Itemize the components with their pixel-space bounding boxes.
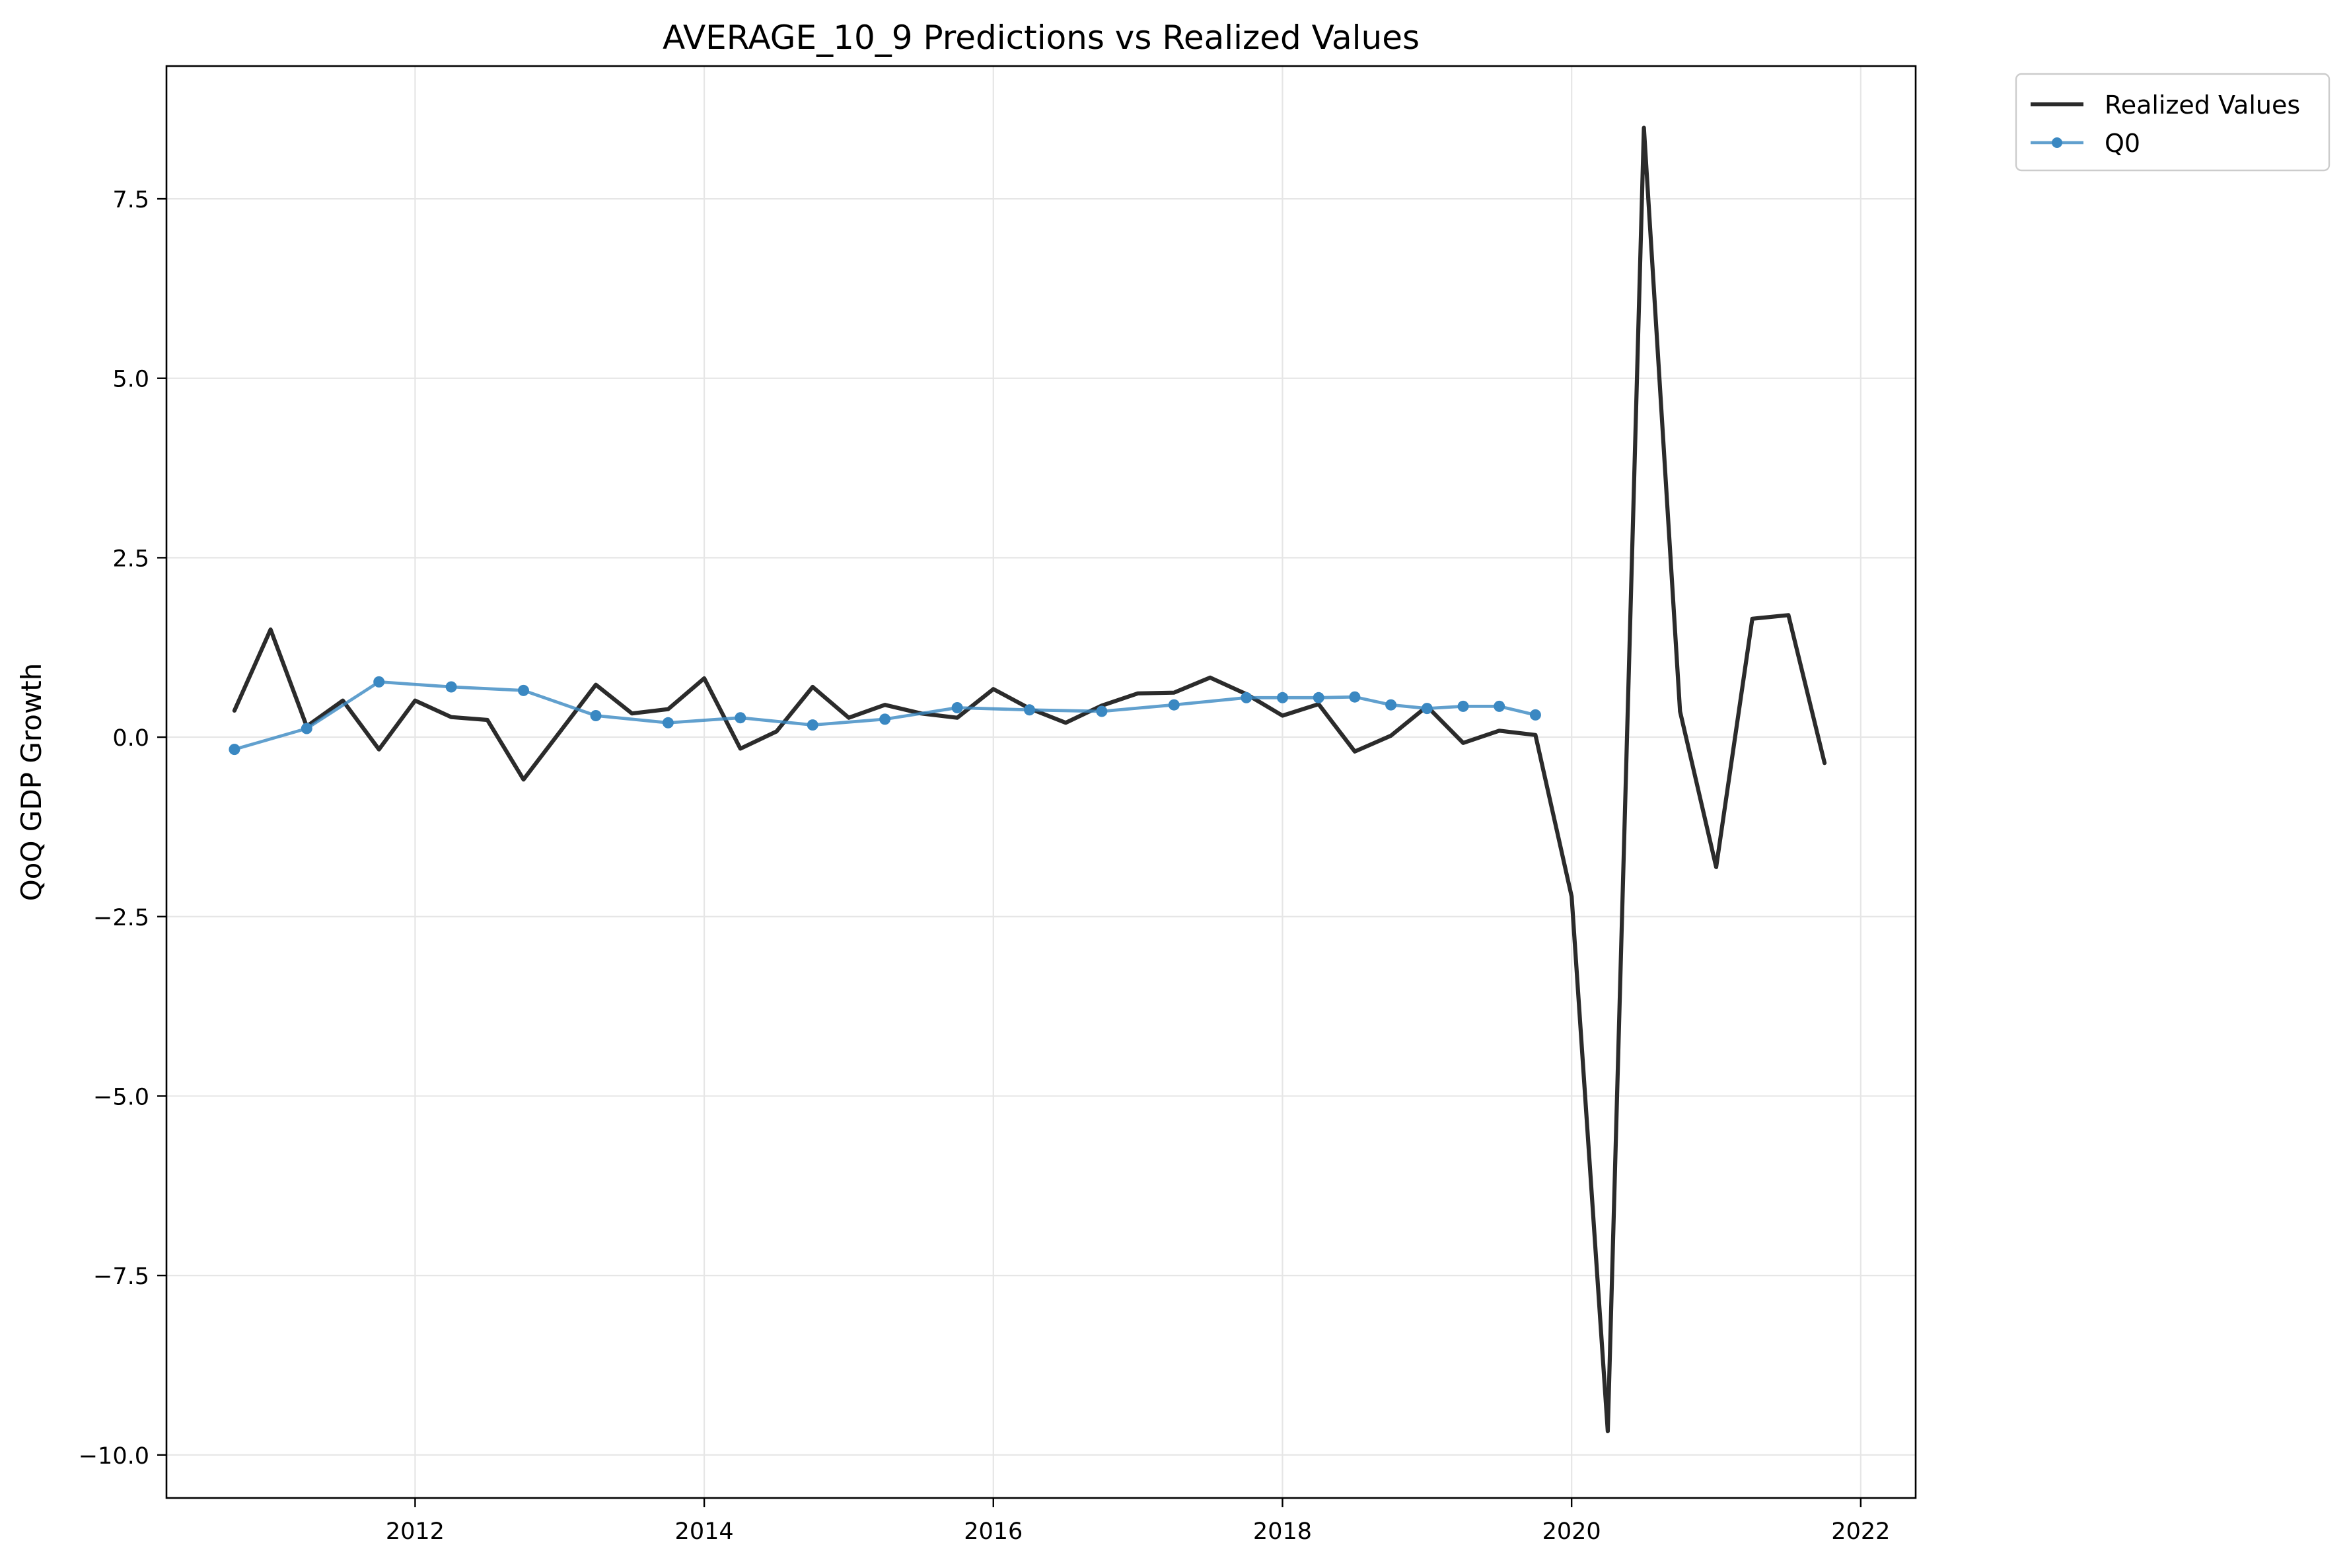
y-tick-label: 7.5 (112, 187, 149, 213)
data-point-q0 (590, 710, 602, 721)
data-point-q0 (1529, 709, 1541, 721)
legend-box (2015, 73, 2331, 172)
data-point-q0 (229, 744, 240, 756)
data-point-q0 (662, 717, 674, 729)
x-tick-label: 2018 (1253, 1518, 1312, 1545)
data-point-q0 (807, 719, 818, 731)
data-point-q0 (1457, 700, 1469, 712)
data-point-q0 (1024, 704, 1035, 716)
y-tick-label: 2.5 (112, 546, 149, 572)
legend-label-realized-values: Realized Values (2105, 90, 2300, 120)
x-tick-label: 2012 (386, 1518, 445, 1545)
x-tick-label: 2016 (964, 1518, 1023, 1545)
y-tick-label: −7.5 (93, 1264, 149, 1290)
data-point-q0 (1168, 699, 1180, 711)
axis-ticks: 2012 2014 2016 2018 2020 2022 −10.0 −7.5 −5.0 −2.… (79, 187, 1891, 1545)
data-point-q0 (301, 723, 312, 734)
data-point-q0 (1313, 692, 1324, 703)
y-tick-label: −5.0 (93, 1084, 149, 1110)
data-point-q0 (735, 712, 746, 724)
data-point-q0 (879, 713, 891, 725)
data-point-q0 (518, 684, 529, 696)
y-tick-label: 5.0 (112, 367, 149, 393)
legend-label-q0: Q0 (2105, 129, 2140, 158)
data-point-q0 (1096, 705, 1108, 717)
data-point-q0 (1494, 700, 1505, 712)
data-point-q0 (373, 676, 385, 688)
data-point-q0 (1421, 703, 1433, 715)
data-point-q0 (1241, 692, 1252, 703)
data-point-q0 (951, 702, 963, 713)
data-point-q0 (1277, 692, 1288, 703)
data-point-q0 (445, 681, 457, 693)
plot-frame (165, 65, 1917, 1499)
data-point-q0 (1349, 691, 1361, 703)
y-tick-label: 0.0 (112, 725, 149, 752)
legend-marker-q0 (2052, 137, 2062, 148)
grid (166, 66, 1916, 1498)
series-layer (229, 125, 1827, 1433)
x-tick-label: 2014 (675, 1518, 734, 1545)
y-axis-label: QoQ GDP Growth (15, 663, 48, 902)
x-tick-label: 2020 (1542, 1518, 1601, 1545)
legend: Realized Values Q0 (2015, 73, 2331, 172)
chart-title: AVERAGE_10_9 Predictions vs Realized Val… (663, 18, 1420, 57)
x-tick-label: 2022 (1831, 1518, 1890, 1545)
data-point-q0 (1385, 699, 1397, 711)
y-tick-label: −2.5 (93, 905, 149, 931)
y-tick-label: −10.0 (79, 1443, 149, 1470)
